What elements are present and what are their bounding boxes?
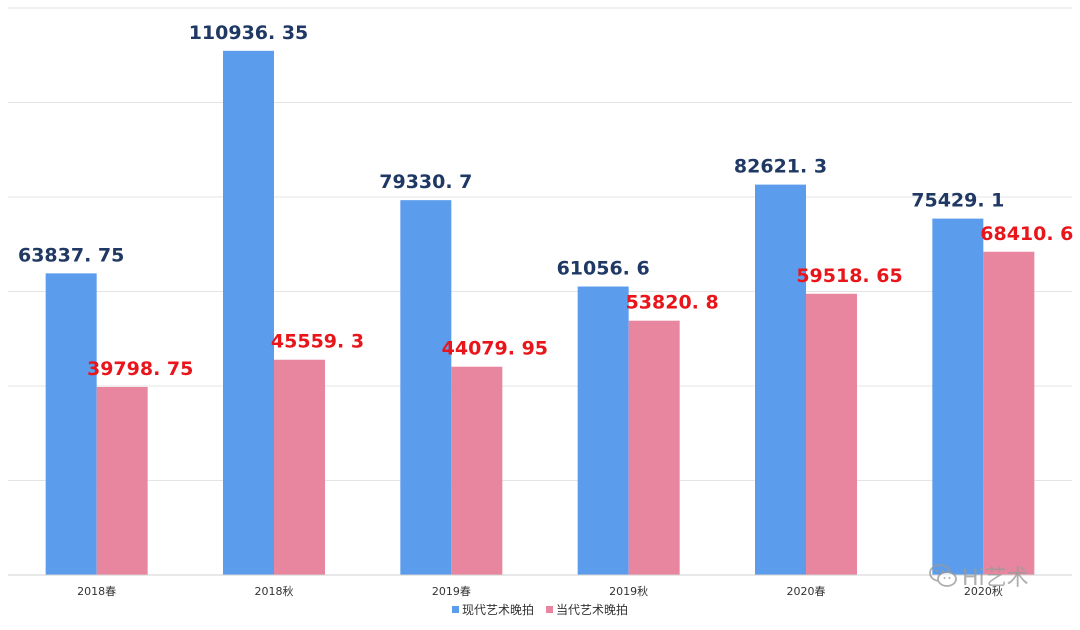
data-labels: 63837. 75 39798. 75 110936. 35 45559. 3 7933… xyxy=(18,22,1073,380)
bar-series-1 xyxy=(932,218,984,575)
bar-series-1 xyxy=(45,273,97,575)
x-axis: 2018春 2018秋 2019春 2019秋 2020春 2020秋 xyxy=(8,574,1072,598)
watermark-text: Hi艺术 xyxy=(962,566,1029,591)
bar-series-1 xyxy=(400,200,452,575)
x-tick-label: 2020秋 xyxy=(964,584,1003,598)
bar-series-2 xyxy=(274,359,325,575)
x-tick-label: 2018秋 xyxy=(255,584,294,598)
data-label-series-1: 82621. 3 xyxy=(734,156,827,178)
watermark: Hi艺术 xyxy=(928,560,1029,592)
bar-series-1 xyxy=(577,286,629,575)
bar-series-2 xyxy=(806,293,857,575)
bar-series-2 xyxy=(983,251,1035,575)
bar-series-1 xyxy=(223,50,274,575)
legend-item-series-1: 现代艺术晚拍 xyxy=(451,601,534,618)
data-label-series-2: 53820. 8 xyxy=(626,292,719,314)
x-tick-label: 2019秋 xyxy=(609,584,648,598)
legend-swatch-series-1 xyxy=(451,606,459,613)
data-label-series-2: 44079. 95 xyxy=(442,338,548,360)
legend-item-series-2: 当代艺术晚拍 xyxy=(546,601,628,618)
wechat-icon xyxy=(929,564,957,587)
data-label-series-1: 75429. 1 xyxy=(911,190,1004,212)
x-tick-label: 2020春 xyxy=(787,585,826,598)
bar-series-1 xyxy=(755,184,806,575)
legend-label-series-1: 现代艺术晚拍 xyxy=(461,603,534,617)
data-label-series-2: 59518. 65 xyxy=(796,265,902,287)
x-tick-label: 2019春 xyxy=(432,585,471,598)
x-tick-label: 2018春 xyxy=(77,585,116,598)
data-label-series-1: 79330. 7 xyxy=(379,171,472,193)
data-label-series-2: 39798. 75 xyxy=(87,358,193,380)
data-label-series-2: 68410. 6 xyxy=(980,223,1073,245)
bars xyxy=(45,50,1035,575)
data-label-series-2: 45559. 3 xyxy=(271,331,364,353)
data-label-series-1: 61056. 6 xyxy=(557,258,650,280)
legend: 现代艺术晚拍 当代艺术晚拍 xyxy=(0,601,1080,618)
legend-swatch-series-2 xyxy=(546,606,553,613)
data-label-series-1: 63837. 75 xyxy=(18,244,124,266)
bar-series-2 xyxy=(628,320,680,575)
bar-series-2 xyxy=(451,366,503,575)
gridlines xyxy=(8,7,1072,481)
legend-label-series-2: 当代艺术晚拍 xyxy=(556,603,629,617)
data-label-series-1: 110936. 35 xyxy=(189,22,309,44)
bar-series-2 xyxy=(96,386,148,575)
